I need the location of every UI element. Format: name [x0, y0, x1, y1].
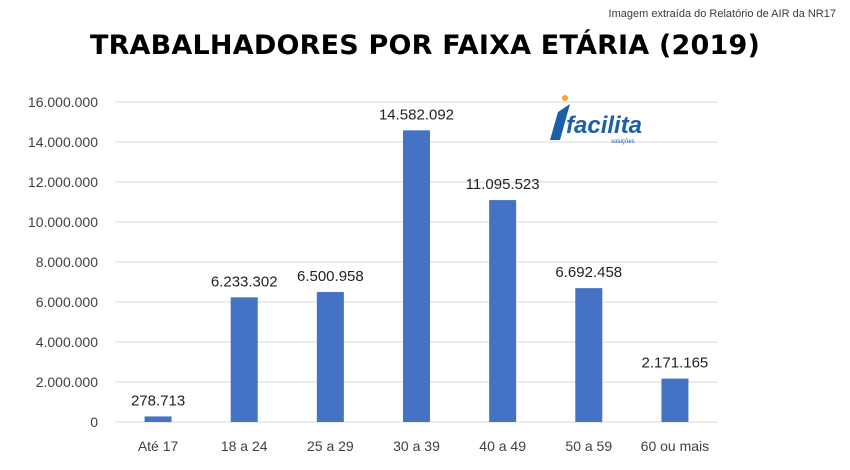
- chart-title: TRABALHADORES POR FAIXA ETÁRIA (2019): [89, 30, 761, 61]
- y-tick-label: 2.000.000: [36, 374, 98, 390]
- x-tick-label: 40 a 49: [479, 438, 526, 454]
- x-tick-label: 60 ou mais: [641, 438, 709, 454]
- logo-dot-icon: [562, 95, 568, 101]
- y-axis-ticks: 0 2.000.000 4.000.000 6.000.000 8.000.000 10.…: [28, 94, 98, 430]
- bar: [230, 297, 258, 422]
- x-tick-label: 50 a 59: [565, 438, 612, 454]
- y-tick-label: 4.000.000: [36, 334, 98, 350]
- bars: [144, 130, 689, 422]
- data-label: 14.582.092: [379, 106, 454, 123]
- bar: [403, 130, 430, 422]
- x-tick-label: Até 17: [138, 438, 179, 454]
- x-tick-label: 18 a 24: [221, 438, 268, 454]
- ifacilita-logo: facilita soluções: [550, 95, 642, 145]
- logo-text: facilita: [566, 112, 642, 139]
- y-tick-label: 14.000.000: [28, 134, 98, 150]
- y-tick-label: 8.000.000: [36, 254, 98, 270]
- y-tick-label: 6.000.000: [36, 294, 98, 310]
- data-label: 278.713: [131, 392, 185, 409]
- x-tick-label: 30 a 39: [393, 438, 440, 454]
- data-label: 6.692.458: [555, 264, 622, 281]
- data-label: 6.233.302: [211, 273, 278, 290]
- bar: [144, 416, 172, 422]
- data-label: 2.171.165: [642, 355, 709, 372]
- bar: [661, 378, 689, 422]
- data-labels: 278.713 6.233.302 6.500.958 14.582.092 11.09…: [131, 106, 708, 409]
- y-tick-label: 12.000.000: [28, 174, 98, 190]
- data-label: 11.095.523: [466, 176, 540, 193]
- bar: [489, 200, 517, 422]
- data-label: 6.500.958: [297, 268, 364, 285]
- bar: [316, 291, 344, 422]
- logo-mark-icon: [550, 104, 570, 140]
- x-axis-ticks: Até 17 18 a 24 25 a 29 30 a 39 40 a 49 50 a 5…: [138, 438, 709, 454]
- source-caption: Imagem extraída do Relatório de AIR da N…: [608, 8, 836, 20]
- y-tick-label: 10.000.000: [28, 214, 98, 230]
- x-tick-label: 25 a 29: [307, 438, 354, 454]
- logo-subtext: soluções: [611, 139, 635, 145]
- bar: [575, 288, 603, 422]
- y-tick-label: 16.000.000: [28, 94, 98, 110]
- y-tick-label: 0: [90, 414, 98, 430]
